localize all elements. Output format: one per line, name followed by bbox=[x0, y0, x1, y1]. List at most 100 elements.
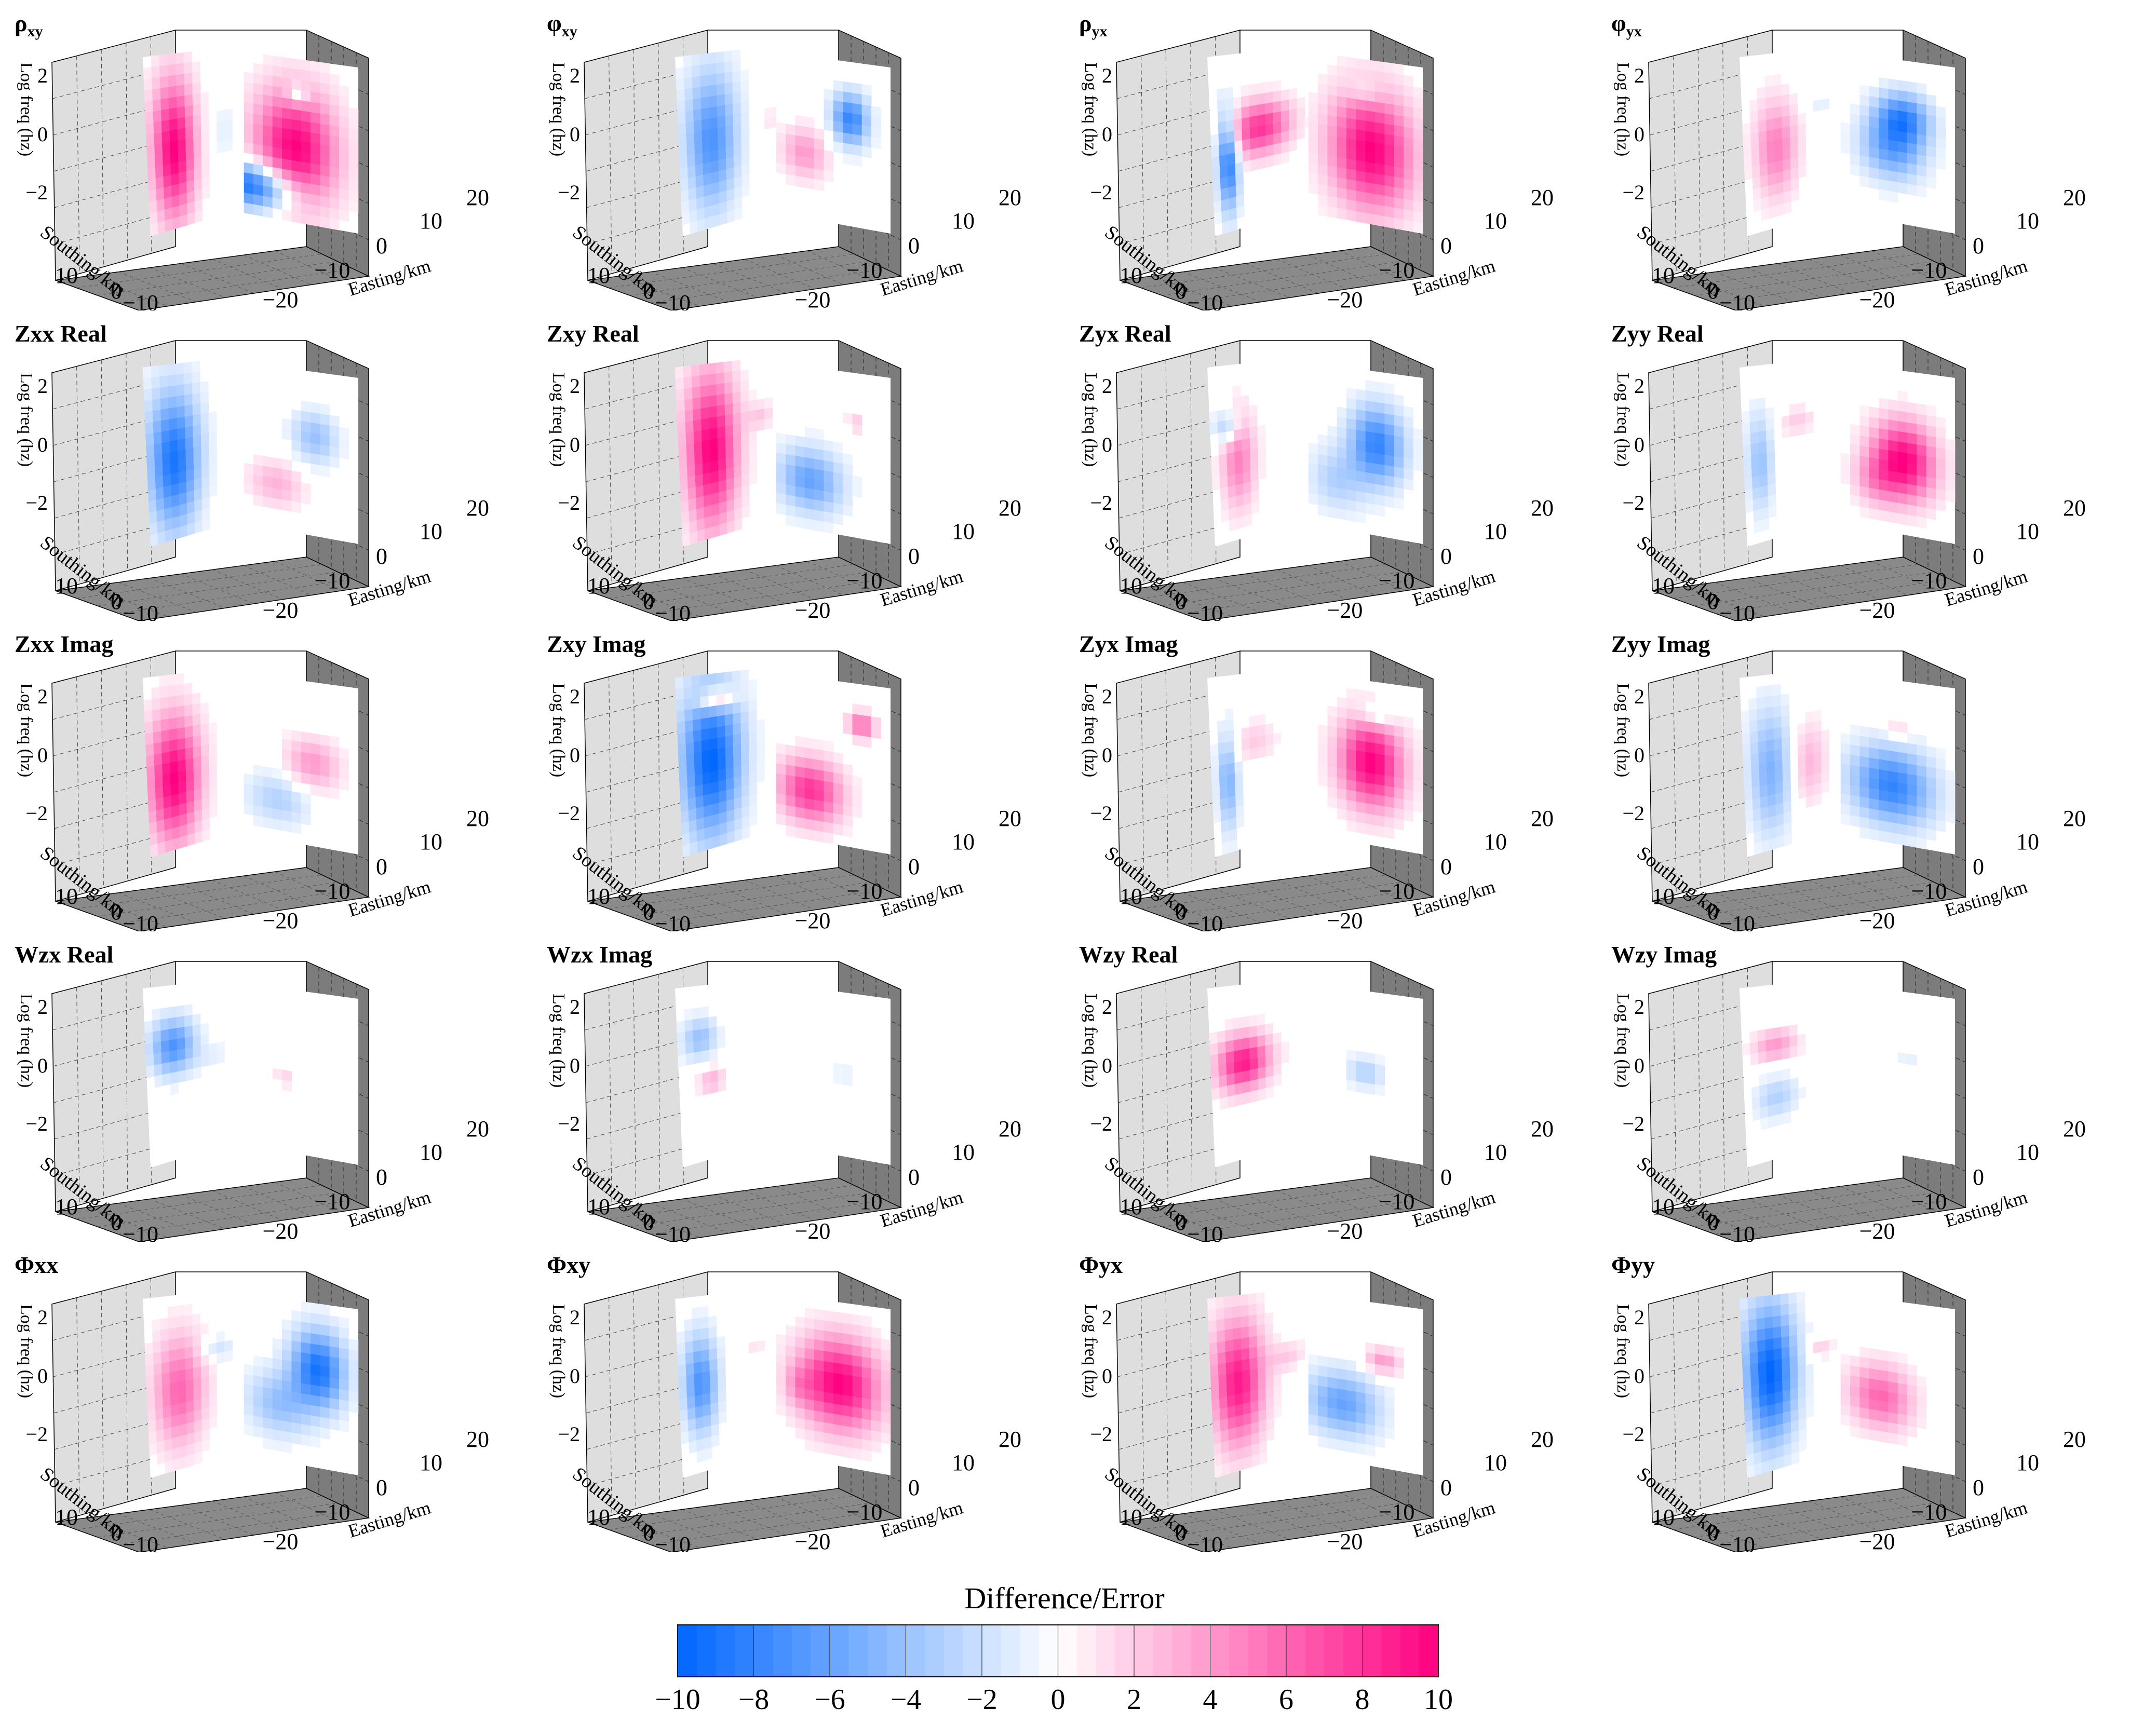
heatmap-cell bbox=[725, 735, 734, 748]
heatmap-cell bbox=[329, 187, 340, 199]
heatmap-cell bbox=[1878, 458, 1889, 471]
heatmap-cell bbox=[291, 811, 302, 824]
heatmap-cell bbox=[804, 829, 815, 841]
heatmap-cell bbox=[281, 790, 292, 802]
heatmap-cell bbox=[833, 1352, 843, 1365]
heatmap-cell bbox=[1897, 1403, 1908, 1416]
heatmap-cell bbox=[1218, 742, 1227, 755]
heatmap-cell bbox=[861, 94, 872, 106]
heatmap-cell bbox=[1775, 1091, 1784, 1105]
heatmap-cell bbox=[201, 486, 210, 499]
heatmap-cell bbox=[795, 135, 805, 147]
heatmap-cell bbox=[679, 1398, 688, 1411]
heatmap-cell bbox=[168, 97, 178, 110]
heatmap-cell bbox=[795, 1397, 805, 1409]
heatmap-cell bbox=[1761, 207, 1770, 221]
heatmap-cell bbox=[1241, 1359, 1250, 1372]
x-tick-label: 10 bbox=[952, 519, 975, 544]
heatmap-cell bbox=[852, 1396, 862, 1409]
heatmap-cell bbox=[1346, 1380, 1357, 1392]
z-tick-label: 0 bbox=[37, 1364, 48, 1388]
heatmap-cell bbox=[301, 1403, 311, 1416]
heatmap-cell bbox=[719, 212, 728, 226]
x-tick-label: −20 bbox=[263, 1529, 299, 1552]
heatmap-cell bbox=[1790, 1398, 1799, 1412]
heatmap-cell bbox=[1257, 82, 1265, 95]
x-tick-label: 20 bbox=[466, 1427, 489, 1452]
heatmap-cell bbox=[281, 67, 292, 79]
heatmap-cell bbox=[724, 61, 733, 73]
heatmap-cell bbox=[153, 1041, 162, 1055]
heatmap-cell bbox=[1240, 1315, 1249, 1328]
heatmap-cell bbox=[1840, 1394, 1851, 1406]
heatmap-cell bbox=[1917, 516, 1927, 529]
y-tick-label: −10 bbox=[1719, 601, 1755, 621]
heatmap-cell bbox=[712, 524, 720, 538]
heatmap-cell bbox=[693, 119, 703, 133]
heatmap-cell bbox=[1859, 1407, 1870, 1420]
heatmap-cell bbox=[1220, 187, 1229, 201]
heatmap-cell bbox=[1394, 808, 1404, 820]
heatmap-cell bbox=[320, 444, 330, 457]
heatmap-cell bbox=[1813, 1341, 1822, 1354]
heatmap-cell bbox=[703, 1414, 712, 1428]
heatmap-cell bbox=[1346, 199, 1357, 212]
heatmap-cell bbox=[693, 108, 702, 122]
heatmap-cell bbox=[734, 518, 743, 532]
heatmap-cell bbox=[1222, 220, 1230, 235]
heatmap-cell bbox=[1869, 508, 1879, 521]
panel-title: Zxy Real bbox=[547, 320, 639, 347]
heatmap-cell bbox=[1859, 1397, 1870, 1409]
grid-line bbox=[118, 1510, 354, 1545]
heatmap-cell bbox=[1221, 209, 1230, 223]
heatmap-cell bbox=[749, 472, 758, 485]
heatmap-cell bbox=[1356, 89, 1366, 101]
heatmap-cell bbox=[726, 831, 735, 844]
heatmap-cell bbox=[708, 684, 717, 697]
heatmap-cell bbox=[171, 1414, 180, 1428]
heatmap-cell bbox=[200, 702, 209, 714]
heatmap-cell bbox=[1242, 1391, 1251, 1404]
z-tick-label: −2 bbox=[1622, 802, 1644, 825]
panel-title: Zyy Imag bbox=[1611, 631, 1710, 657]
heatmap-cell bbox=[1765, 1360, 1775, 1373]
heatmap-cell bbox=[1850, 724, 1861, 737]
z-tick-label: 2 bbox=[1634, 374, 1644, 398]
heatmap-cell bbox=[310, 132, 321, 145]
heatmap-cell bbox=[1346, 779, 1357, 792]
heatmap-cell bbox=[1869, 1378, 1879, 1391]
heatmap-cell bbox=[200, 734, 209, 747]
heatmap-cell bbox=[861, 145, 872, 158]
z-tick-label: 2 bbox=[37, 685, 48, 708]
heatmap-cell bbox=[1756, 1307, 1765, 1320]
heatmap-cell bbox=[804, 1408, 815, 1421]
grid-line bbox=[1162, 261, 1403, 296]
heatmap-cell bbox=[1926, 125, 1936, 138]
heatmap-cell bbox=[1317, 113, 1328, 126]
z-axis-label: Log freq (hz) bbox=[549, 994, 568, 1088]
heatmap-cell bbox=[1742, 433, 1751, 446]
heatmap-cell bbox=[764, 417, 773, 430]
heatmap-cell bbox=[209, 474, 218, 487]
colorbar-cell bbox=[1324, 1625, 1344, 1677]
heatmap-cell bbox=[301, 400, 311, 413]
heatmap-cell bbox=[711, 492, 720, 506]
heatmap-cell bbox=[1772, 695, 1782, 708]
x-tick-label: −10 bbox=[315, 257, 350, 283]
colorbar-cell bbox=[1286, 1625, 1306, 1677]
heatmap-cell bbox=[1767, 1382, 1775, 1395]
heatmap-cell bbox=[348, 159, 359, 172]
heatmap-cell bbox=[1394, 415, 1404, 427]
heatmap-cell bbox=[1327, 94, 1338, 107]
slice-southing bbox=[143, 665, 257, 858]
heatmap-cell bbox=[1317, 103, 1328, 116]
grid-line bbox=[609, 874, 855, 909]
heatmap-cell bbox=[824, 481, 834, 493]
heatmap-cell bbox=[833, 1311, 843, 1324]
heatmap-cell bbox=[291, 211, 302, 224]
heatmap-cell bbox=[1384, 424, 1395, 436]
heatmap-cell bbox=[718, 1079, 726, 1092]
heatmap-cell bbox=[281, 1380, 292, 1392]
heatmap-cell bbox=[301, 1332, 311, 1344]
heatmap-cell bbox=[1209, 1342, 1218, 1355]
